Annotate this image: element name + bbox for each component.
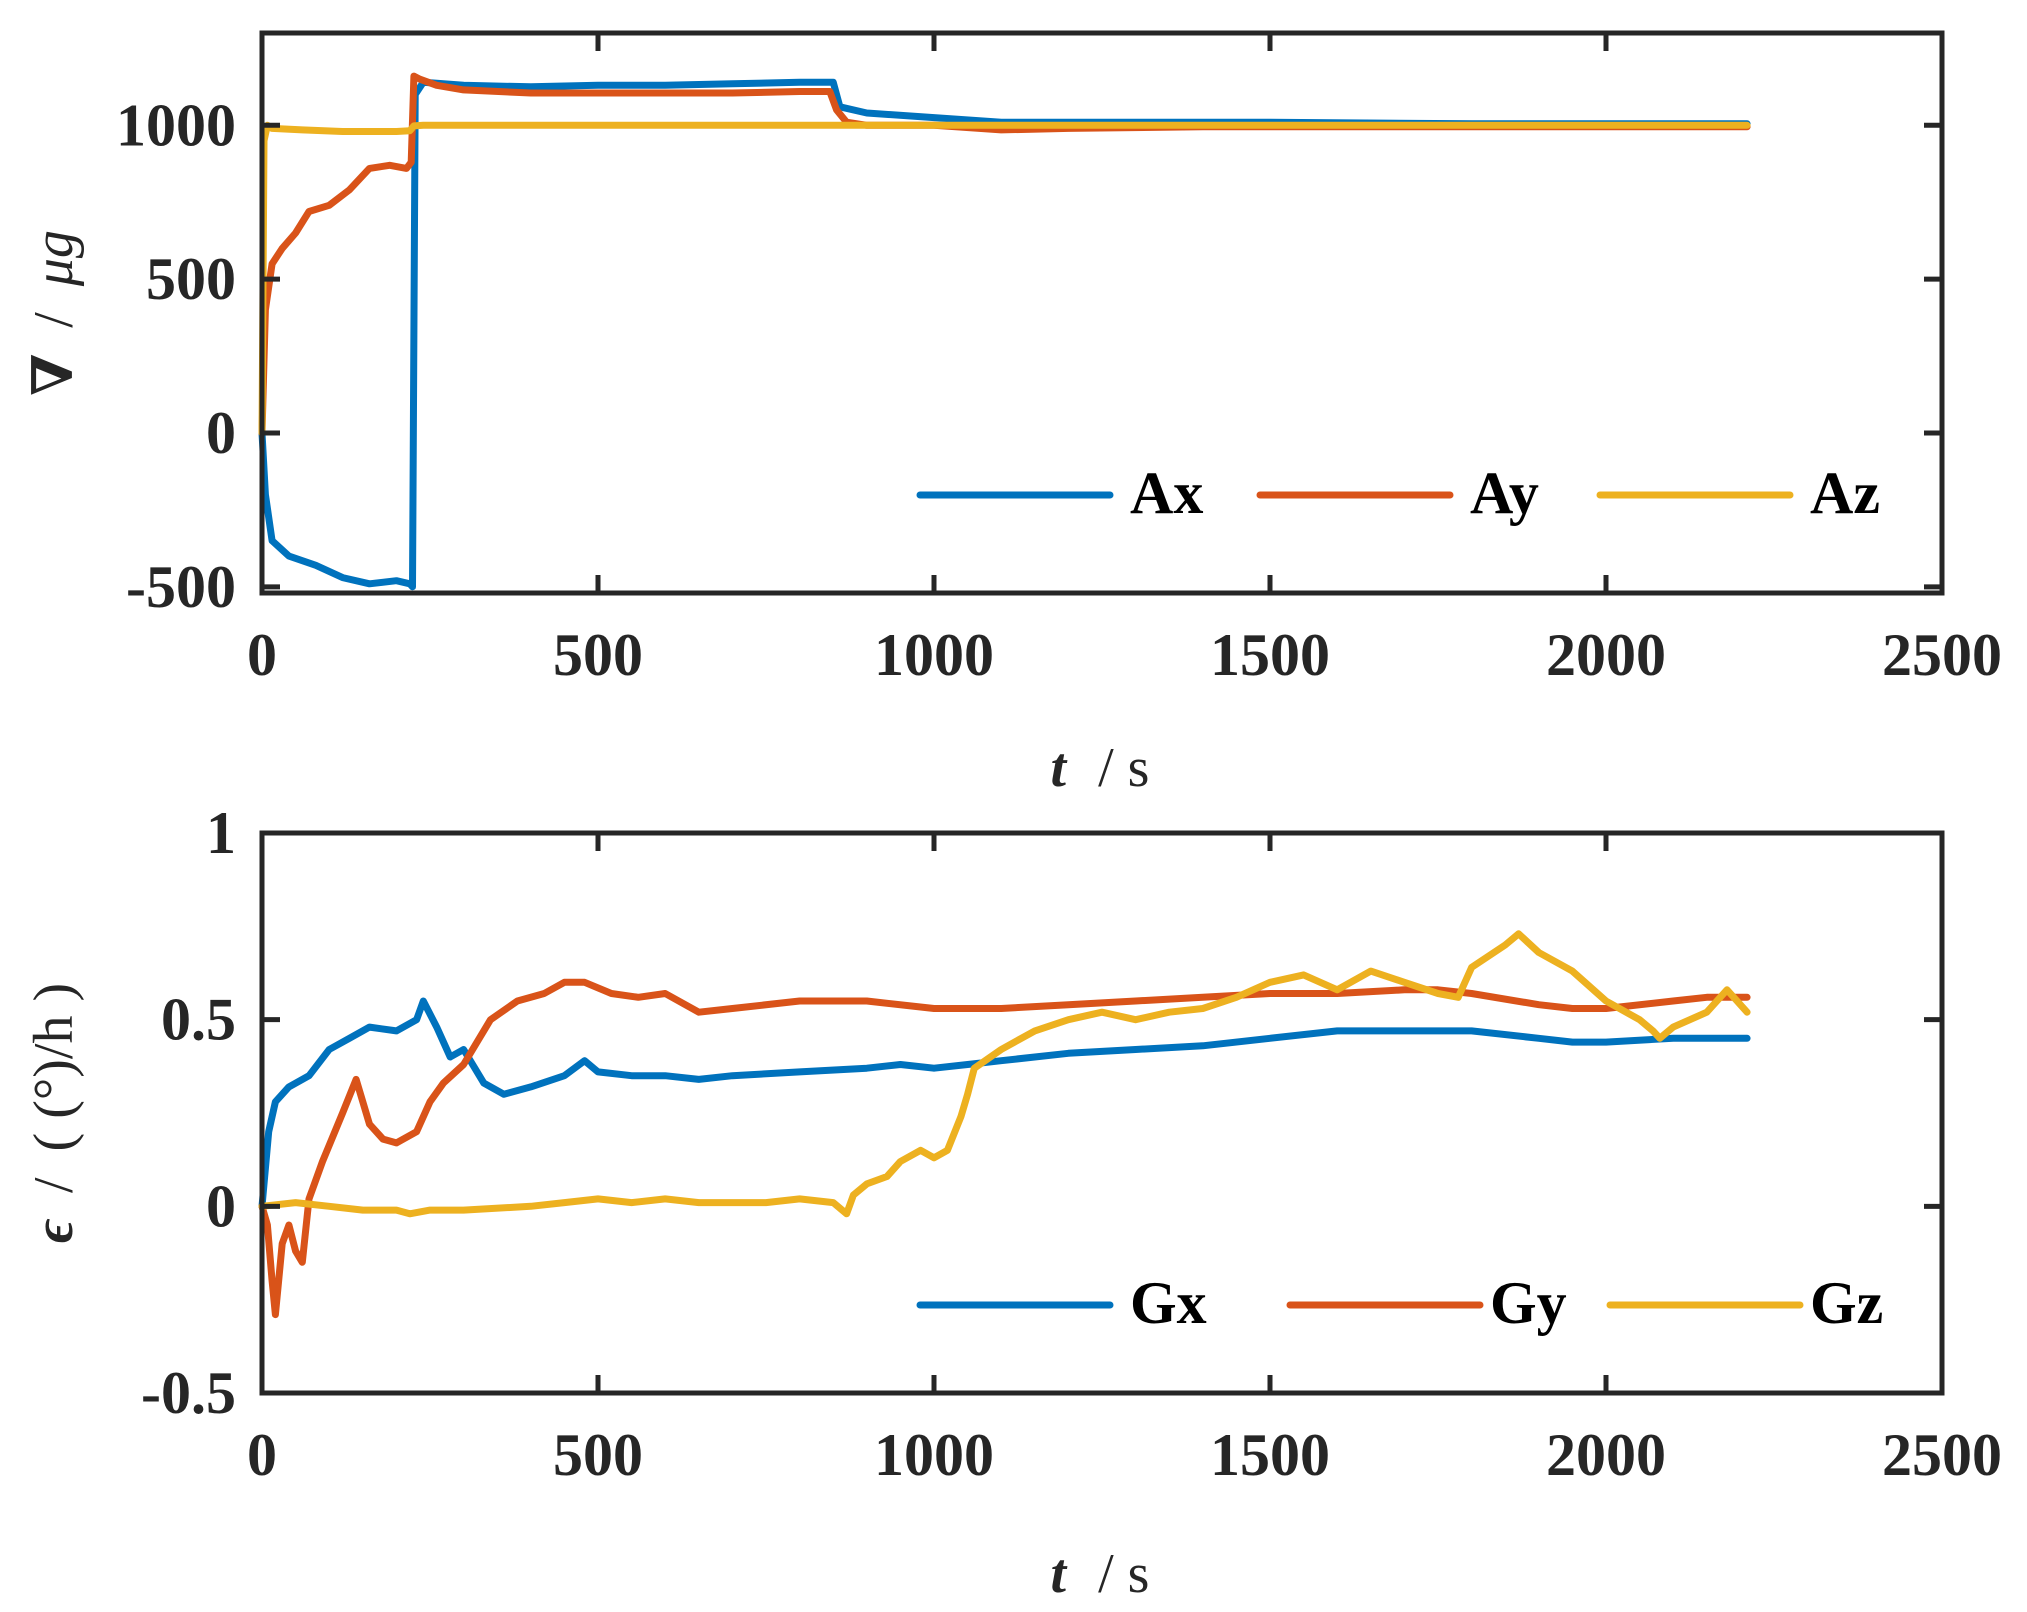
x-tick-label: 1500 [1210,1422,1330,1488]
gyroscope-series-layer [258,930,1751,1319]
x-tick-label: 2000 [1546,1422,1666,1488]
x-tick-label: 1500 [1210,622,1330,688]
x-tick-label: 1000 [874,1422,994,1488]
y-axis-label-top: ∇ / μg [23,230,85,396]
x-tick-label: 1000 [874,622,994,688]
x-tick-label: 500 [553,622,643,688]
y-axis-ticks-bottom: -0.5 0 0.5 1 [141,800,1942,1426]
y-tick-label: 1 [206,800,236,866]
series-line-ay [258,72,1751,437]
legend-label-gy: Gy [1490,1270,1567,1336]
y-axis-ticks-top: -500 0 500 1000 [116,92,1942,620]
series-line-gx [258,997,1751,1210]
legend-label-gx: Gx [1130,1270,1207,1336]
legend-label-gz: Gz [1810,1270,1883,1336]
plot-frame-top [259,30,1945,596]
plot-frame-bottom [259,830,1945,1396]
x-axis-label-top: t / s [1051,737,1150,799]
y-tick-label: 0 [206,400,236,466]
x-axis-ticks-top: 0 500 1000 1500 2000 2500 [247,33,2002,688]
y-axis-label-bottom: ϵ / ( (°)/h ) [23,983,85,1243]
x-tick-label: 2500 [1882,622,2002,688]
y-tick-label: 500 [146,246,236,312]
x-tick-label: 500 [553,1422,643,1488]
y-tick-label: 1000 [116,92,236,158]
y-tick-label: 0.5 [161,987,236,1053]
y-tick-label: -500 [126,554,236,620]
series-line-gy [258,978,1751,1319]
y-tick-label: -0.5 [141,1360,236,1426]
x-axis-ticks-bottom: 0 500 1000 1500 2000 2500 [247,833,2002,1488]
gyroscope-bias-chart: 0 500 1000 1500 2000 2500 -0.500.51 Gx Gy Gz t … [23,800,2002,1605]
series-line-gz [258,930,1751,1218]
legend-label-ay: Ay [1470,460,1539,526]
x-tick-label: 0 [247,1422,277,1488]
legend-label-az: Az [1810,460,1880,526]
x-tick-label: 2500 [1882,1422,2002,1488]
y-tick-label: 0 [206,1173,236,1239]
legend-bottom: Gx Gy Gz [916,1270,1883,1336]
legend-label-ax: Ax [1130,460,1203,526]
x-axis-label-bottom: t / s [1051,1543,1150,1605]
x-tick-label: 2000 [1546,622,1666,688]
x-tick-label: 0 [247,622,277,688]
series-line-az [258,121,1751,437]
legend-top: Ax Ay Az [916,460,1880,526]
